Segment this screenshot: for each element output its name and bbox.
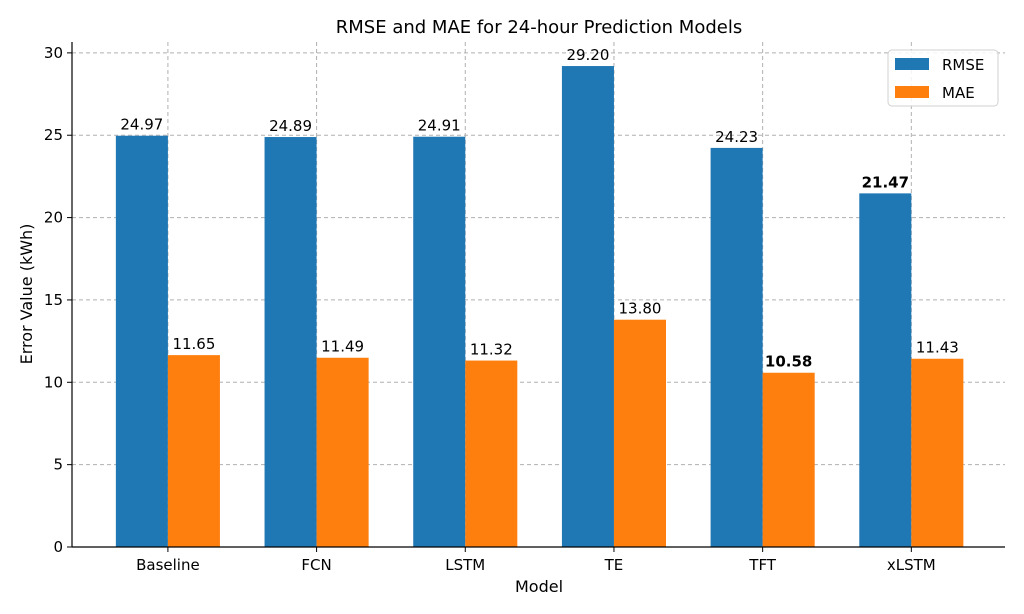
y-tick-label: 30 (44, 44, 63, 62)
bar-rmse (413, 136, 466, 548)
data-label: 11.32 (470, 341, 513, 359)
bar-rmse (115, 135, 168, 547)
x-tick-label: TE (604, 556, 624, 574)
legend-swatch-rmse (895, 58, 929, 70)
x-tick-label: Baseline (136, 556, 200, 574)
y-axis-label: Error Value (kWh) (17, 224, 36, 365)
bars (115, 66, 964, 548)
x-tick-label: xLSTM (887, 556, 936, 574)
data-label: 24.91 (418, 117, 461, 135)
data-label: 29.20 (566, 46, 609, 64)
legend-label: RMSE (942, 56, 984, 74)
x-tick-label: LSTM (445, 556, 485, 574)
data-label: 11.65 (172, 335, 215, 353)
bar-mae (167, 355, 220, 547)
legend-label: MAE (942, 84, 975, 102)
legend-swatch-mae (895, 86, 929, 98)
bar-mae (465, 360, 518, 547)
bar-mae (911, 358, 964, 547)
axes: 0 5 10 15 20 25 30 Baseline FCN LSTM TE TFT xLSTM (44, 42, 1005, 574)
bar-rmse (710, 147, 763, 547)
data-label: 24.23 (715, 128, 758, 146)
data-label: 10.58 (765, 353, 812, 371)
bar-rmse (859, 193, 912, 547)
data-label: 24.89 (269, 117, 312, 135)
x-axis-label: Model (515, 577, 563, 596)
y-tick-label: 10 (44, 373, 63, 391)
data-label: 24.97 (120, 116, 163, 134)
data-label: 13.80 (619, 300, 662, 318)
data-label: 11.49 (321, 338, 364, 356)
y-tick-label: 25 (44, 126, 63, 144)
bar-rmse (561, 66, 614, 548)
y-tick-label: 15 (44, 291, 63, 309)
x-tick-label: TFT (748, 556, 777, 574)
bar-mae (316, 357, 369, 547)
bar-rmse (264, 137, 317, 547)
y-tick-label: 0 (53, 538, 63, 556)
y-tick-label: 5 (53, 456, 63, 474)
data-labels: 24.97 24.89 24.91 29.20 24.23 21.47 11.65 11.49… (120, 46, 958, 371)
x-tick-label: FCN (301, 556, 331, 574)
legend: RMSE MAE (887, 49, 999, 107)
bar-mae (613, 319, 666, 547)
data-label: 21.47 (862, 173, 909, 191)
bar-mae (762, 372, 815, 547)
data-label: 11.43 (916, 339, 959, 357)
chart-title: RMSE and MAE for 24-hour Prediction Mode… (336, 17, 742, 38)
y-tick-label: 20 (44, 209, 63, 227)
